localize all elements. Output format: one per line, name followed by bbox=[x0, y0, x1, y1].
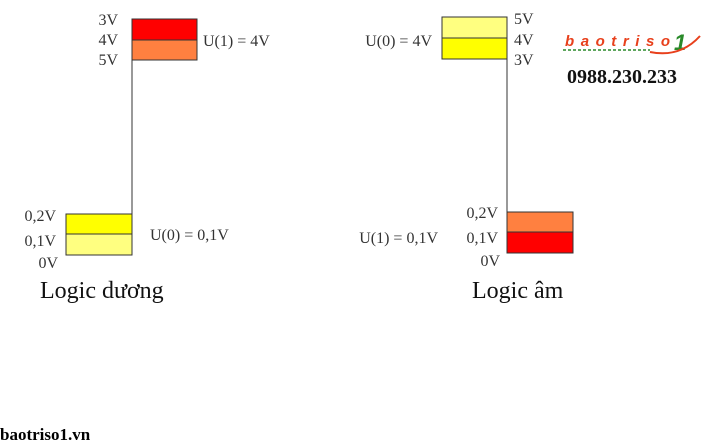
tick: 5V bbox=[514, 11, 534, 28]
low-level-label: U(0) = 0,1V bbox=[150, 227, 229, 244]
tick: 4V bbox=[98, 32, 118, 49]
tick: 5V bbox=[98, 52, 118, 69]
website-label: baotriso1.vn bbox=[0, 425, 91, 444]
logo-swoosh bbox=[649, 35, 701, 55]
positive-logic: 3V 4V 5V U(1) = 4V 0,2V 0,1V 0V U(0) = 0… bbox=[24, 12, 270, 304]
low-band-lower bbox=[506, 231, 574, 254]
logo-wordmark: baotriso bbox=[565, 33, 670, 50]
high-band-lower bbox=[131, 39, 198, 61]
tick: 3V bbox=[514, 52, 534, 69]
high-level-label: U(1) = 4V bbox=[203, 33, 270, 50]
high-band-lower bbox=[441, 37, 508, 60]
high-band-upper bbox=[131, 18, 198, 41]
tick: 4V bbox=[514, 32, 534, 49]
negative-logic: 5V 4V 3V U(0) = 4V 0,2V 0,1V 0V U(1) = 0… bbox=[359, 11, 574, 304]
tick: 0,2V bbox=[24, 208, 56, 225]
low-level-label: U(1) = 0,1V bbox=[359, 230, 438, 247]
caption: Logic dương bbox=[40, 278, 164, 304]
tick: 0,1V bbox=[466, 230, 498, 247]
low-band-upper bbox=[506, 211, 574, 233]
tick: 0V bbox=[38, 255, 58, 272]
low-band-upper bbox=[65, 213, 133, 235]
low-band-lower bbox=[65, 233, 133, 256]
caption: Logic âm bbox=[472, 278, 564, 304]
tick: 0,2V bbox=[466, 205, 498, 222]
phone-number: 0988.230.233 bbox=[567, 66, 677, 88]
tick: 3V bbox=[98, 12, 118, 29]
brand-logo: baotriso 1 bbox=[563, 30, 701, 55]
high-level-label: U(0) = 4V bbox=[365, 33, 432, 50]
tick: 0V bbox=[480, 253, 500, 270]
tick: 0,1V bbox=[24, 233, 56, 250]
high-band-upper bbox=[441, 16, 508, 39]
